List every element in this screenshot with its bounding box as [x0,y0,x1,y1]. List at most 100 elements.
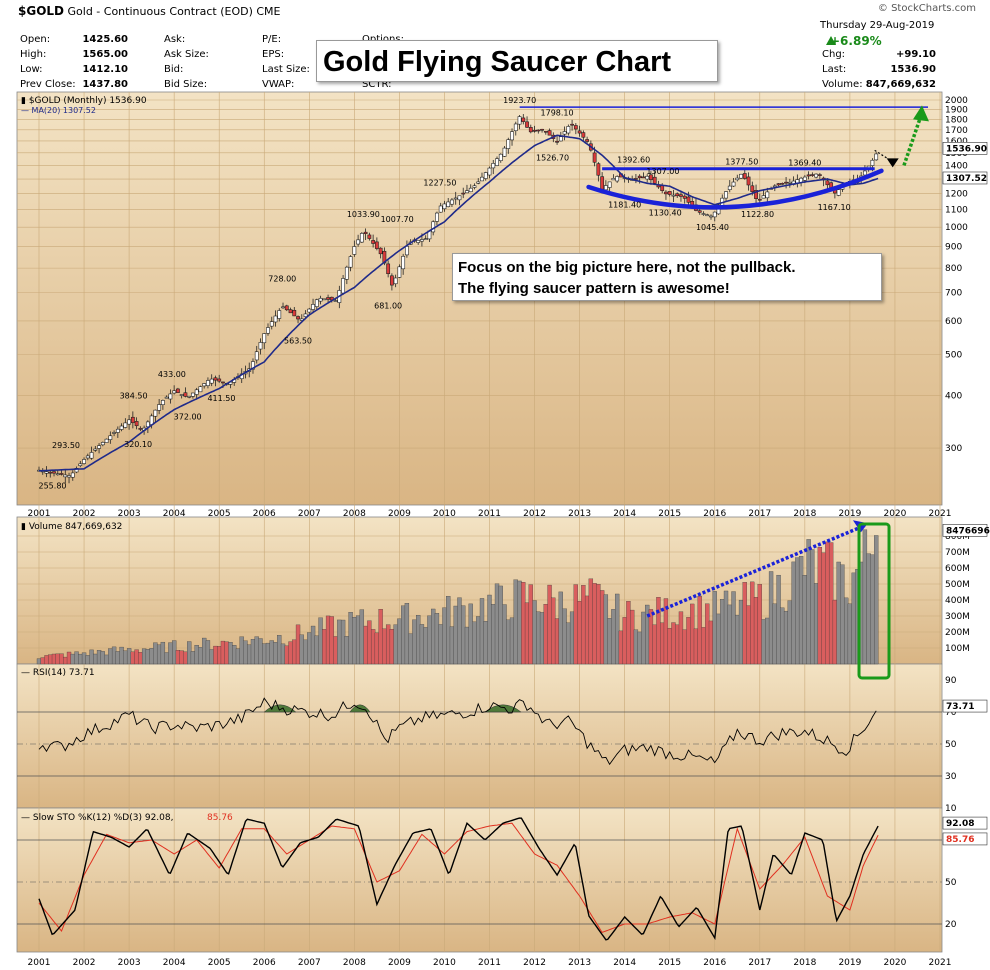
volume-bar [843,597,849,665]
candle-body [314,299,319,307]
x-tick-label: 2021 [929,958,952,968]
quote-value: 1412.10 [82,64,128,75]
candle-body [296,316,300,320]
candle-body [202,383,207,387]
candle-body [603,185,608,191]
candle-body [446,201,451,207]
volume-bar [851,572,856,665]
volume-bar [584,595,590,665]
candle-body [97,445,101,449]
candle-body [52,471,56,474]
volume-bar [333,636,338,665]
volume-bar [130,651,136,665]
volume-bar [299,634,304,665]
volume-bar [716,613,721,665]
volume-bar [438,624,443,665]
volume-bar [678,611,684,665]
price-tick-label: 1000 [945,223,968,233]
price-point-label: 384.50 [120,392,148,401]
candle-body [138,428,143,430]
quote-label: High: [20,49,47,60]
candle-body [457,195,462,201]
volume-tick-label: 300M [945,612,970,622]
quote-label: Ask Size: [164,49,209,60]
volume-bar [776,574,781,665]
price-tick-label: 400 [945,391,962,401]
sto-d-tag: 85.76 [946,835,974,845]
candle-body [558,136,563,142]
chart-title-box: Gold Flying Saucer Chart [316,40,718,82]
volume-bar [874,535,879,665]
candle-body [649,174,653,181]
x-tick-label: 2010 [433,509,456,519]
candle-body [806,174,811,177]
candle-body [465,190,469,194]
x-tick-label: 2019 [838,958,861,968]
candle-body [502,147,507,157]
rsi-tick-label: 10 [945,804,957,814]
candle-body [281,306,285,309]
volume-tick-label: 800M [945,532,970,542]
candle-body [326,297,330,300]
price-tick-label: 700 [945,289,962,299]
volume-bar [697,596,702,665]
x-tick-label: 2004 [163,958,186,968]
candle-body [153,409,158,417]
up-arrow-icon [826,36,836,45]
x-tick-label: 2020 [883,958,906,968]
ma-last-tag: 1307.52 [946,174,987,184]
volume-bar [795,557,800,665]
volume-bar [337,619,342,665]
volume-bar [487,594,492,665]
annotation-line-1: Focus on the big picture here, not the p… [458,259,796,276]
candle-body [709,215,713,218]
candle-body [750,185,755,193]
x-tick-label: 2002 [73,509,96,519]
sto-legend: — Slow STO %K(12) %D(3) 92.08, [21,813,173,823]
volume-bar [59,653,64,665]
quote-label: Open: [20,34,51,45]
ma20-line [38,134,879,472]
candle-body [322,298,327,301]
x-tick-label: 2012 [523,958,546,968]
candle-body [870,159,875,166]
volume-bar [603,594,609,665]
candle-body [757,198,762,201]
volume-bar [355,615,361,665]
quote-label: Bid: [164,64,184,75]
volume-tick-label: 100M [945,644,970,654]
price-tick-label: 1100 [945,206,968,216]
volume-bar [378,609,383,665]
volume-bar [787,600,792,665]
volume-bar [314,635,319,665]
volume-highlight-box [857,522,891,680]
candle-body [592,152,597,163]
price-point-label: 1377.50 [725,157,758,166]
volume-bar [269,640,274,665]
candle-body [123,422,128,428]
volume-bar [156,644,162,665]
candle-body [67,475,71,478]
x-tick-label: 2014 [613,958,636,968]
volume-bar [802,575,807,665]
volume-bar [111,646,117,665]
volume-bar [633,629,639,665]
candle-body [269,321,274,327]
volume-bar [78,653,83,665]
quote-label: Ask: [164,34,186,45]
volume-bar [483,621,488,665]
x-tick-label: 2015 [658,958,681,968]
volume-bar [596,584,601,665]
volume-bar [798,556,804,665]
volume-bar [401,605,406,665]
candle-body [863,170,867,176]
volume-bar [641,611,646,665]
candle-body [712,211,717,218]
volume-bar [524,602,530,665]
volume-bar [419,624,425,665]
candle-body [607,181,612,188]
volume-bar [374,632,380,665]
volume-bar [397,618,402,665]
volume-legend: ▮ Volume 847,669,632 [21,522,122,532]
volume-bar [89,649,94,665]
